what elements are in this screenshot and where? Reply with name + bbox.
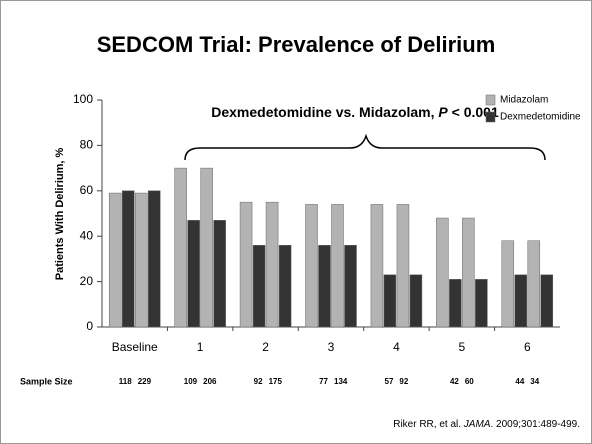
bar (239, 201, 253, 328)
annotation-text: Dexmedetomidine vs. Midazolam, (211, 104, 438, 120)
bar (305, 204, 318, 328)
bar (449, 279, 462, 328)
bar (514, 274, 528, 328)
legend-label: Midazolam (500, 95, 548, 106)
y-tick-label: 40 (80, 228, 94, 242)
bar (200, 167, 213, 328)
sample-size: 229 (138, 377, 152, 386)
bar (134, 192, 148, 328)
sample-size: 134 (334, 377, 348, 386)
bar (409, 274, 423, 328)
annotation: Dexmedetomidine vs. Midazolam, P < 0.001 (211, 104, 499, 120)
sample-size: 109 (184, 377, 198, 386)
legend-swatch (485, 111, 496, 123)
y-axis-label: Patients With Delirium, % (54, 148, 66, 281)
bar (121, 190, 135, 328)
bar (318, 245, 331, 328)
bar (147, 190, 161, 328)
bar (278, 245, 292, 328)
y-tick-label: 80 (80, 138, 94, 152)
x-tick-label: 3 (328, 340, 335, 354)
legend-swatch (485, 94, 496, 106)
sample-size: 77 (319, 377, 328, 386)
citation: Riker RR, et al. JAMA. 2009;301:489-499. (393, 419, 580, 430)
brace (184, 133, 546, 161)
x-tick-label: 5 (459, 340, 466, 354)
bar (475, 279, 488, 328)
bar (265, 201, 279, 328)
sample-size: 118 (119, 377, 132, 386)
x-tick-label: 2 (262, 340, 269, 354)
sample-size: 92 (399, 377, 408, 386)
annotation-p: P (438, 104, 448, 120)
sample-size: 42 (450, 377, 459, 386)
y-tick-label: 100 (73, 92, 93, 106)
citation-details: . 2009;301:489-499. (490, 419, 580, 430)
bar (252, 245, 266, 328)
bar (436, 217, 449, 328)
bar (108, 192, 122, 328)
sample-size: 57 (385, 377, 394, 386)
sample-size: 44 (515, 377, 524, 386)
sample-size: 92 (254, 377, 263, 386)
y-tick-label: 20 (80, 274, 94, 288)
bar (501, 240, 515, 328)
sample-size: 60 (465, 377, 474, 386)
bar (370, 204, 384, 328)
bar (527, 240, 541, 328)
sample-size-label: Sample Size (20, 376, 73, 386)
bar (540, 274, 554, 328)
bar (396, 204, 410, 328)
y-tick-label: 0 (86, 319, 93, 333)
x-tick-label: 6 (524, 340, 531, 354)
sample-size: 175 (269, 377, 283, 386)
x-tick-label: Baseline (112, 340, 158, 354)
citation-journal: JAMA (463, 419, 491, 430)
citation-authors: Riker RR, et al. (393, 419, 464, 430)
bar (331, 204, 344, 328)
legend-label: Dexmedetomidine (500, 112, 581, 123)
x-tick-label: 1 (197, 340, 204, 354)
bar (462, 217, 475, 328)
chart-title: SEDCOM Trial: Prevalence of Delirium (97, 32, 496, 57)
bar (344, 245, 357, 328)
sample-size: 34 (530, 377, 539, 386)
bar (383, 274, 397, 328)
sample-size: 206 (203, 377, 217, 386)
bar (213, 220, 226, 328)
bar (187, 220, 200, 328)
bar (174, 167, 187, 328)
x-tick-label: 4 (393, 340, 400, 354)
y-tick-label: 60 (80, 183, 94, 197)
